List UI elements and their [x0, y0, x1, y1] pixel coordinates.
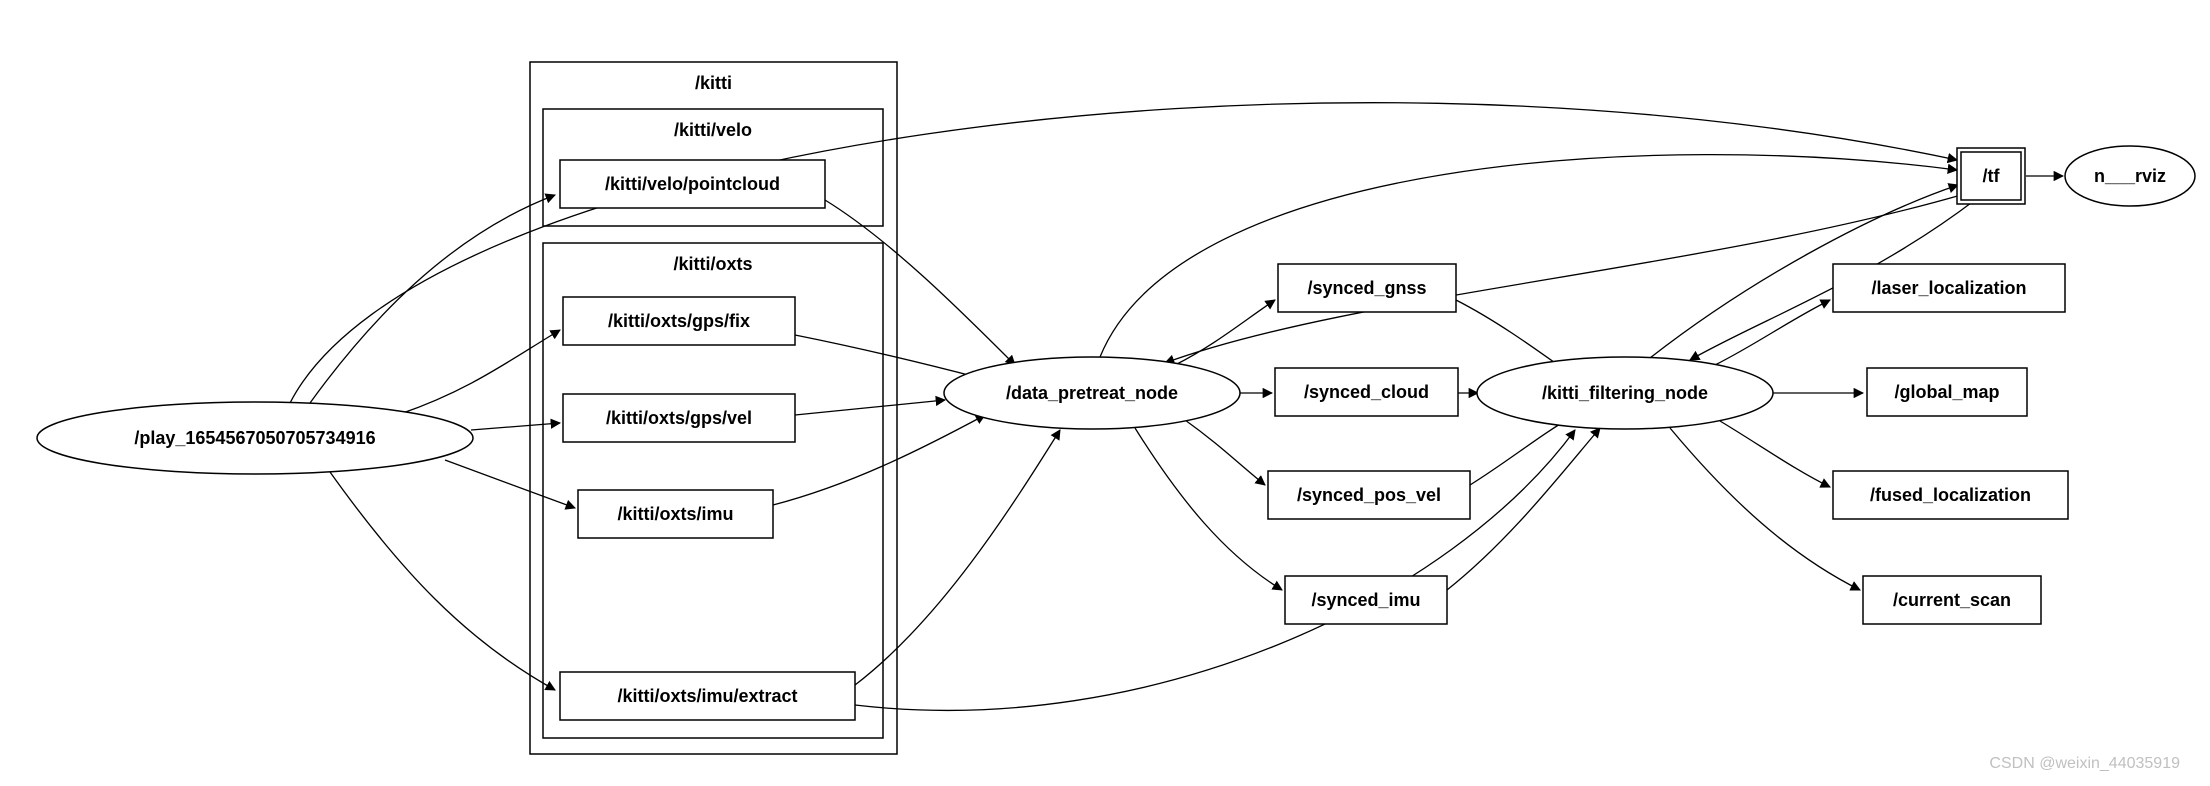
edge-gps_fix-dpn [795, 335, 980, 378]
topic-label-s_posvel: /synced_pos_vel [1297, 485, 1441, 505]
topic-label-s_cloud: /synced_cloud [1304, 382, 1429, 402]
topic-label-tf: /tf [1983, 166, 2001, 186]
edge-gps_vel-dpn [795, 400, 945, 415]
topic-label-imu_ext: /kitti/oxts/imu/extract [617, 686, 797, 706]
topic-label-imu: /kitti/oxts/imu [617, 504, 733, 524]
topic-label-globalmap: /global_map [1894, 382, 1999, 402]
edge-imu_ext-dpn [855, 430, 1060, 685]
edge-pointcloud-dpn [825, 200, 1015, 365]
topic-label-cur_scan: /current_scan [1893, 590, 2011, 610]
topic-label-pointcloud: /kitti/velo/pointcloud [605, 174, 780, 194]
edge-dpn-s_imu [1135, 428, 1282, 590]
watermark: CSDN @weixin_44035919 [1989, 755, 2180, 772]
edge-kfn-laser_loc [1715, 300, 1830, 365]
ros-graph: /kitti/kitti/velo/kitti/oxts/kitti/velo/… [0, 0, 2210, 786]
edge-kfn-fused_loc [1720, 421, 1830, 487]
topic-label-s_imu: /synced_imu [1311, 590, 1420, 610]
topic-label-gps_vel: /kitti/oxts/gps/vel [606, 408, 752, 428]
node-label-rviz: n___rviz [2094, 166, 2166, 186]
node-label-play: /play_1654567050705734916 [134, 428, 375, 448]
group-label-kitti: /kitti [695, 73, 732, 93]
edge-dpn-s_posvel [1185, 420, 1265, 485]
topic-label-s_gnss: /synced_gnss [1307, 278, 1426, 298]
topic-label-fused_loc: /fused_localization [1870, 485, 2031, 505]
edge-play-imu_ext [330, 472, 555, 690]
edge-imu-dpn [773, 415, 985, 505]
edge-kfn-cur_scan [1670, 428, 1860, 590]
edge-dpn-s_gnss [1175, 300, 1275, 365]
edge-play-imu [445, 460, 575, 508]
group-label-kitti_velo: /kitti/velo [674, 120, 752, 140]
edge-s_gnss-kfn [1456, 300, 1565, 370]
edge-play-pointcloud [310, 195, 555, 403]
topic-label-laser_loc: /laser_localization [1871, 278, 2026, 298]
group-label-kitti_oxts: /kitti/oxts [673, 254, 752, 274]
edge-play-gps_vel [471, 423, 560, 430]
edge-dpn-tf [1100, 155, 1957, 357]
node-label-kfn: /kitti_filtering_node [1542, 383, 1708, 403]
topic-label-gps_fix: /kitti/oxts/gps/fix [608, 311, 750, 331]
edge-play-gps_fix [400, 330, 560, 414]
node-label-dpn: /data_pretreat_node [1006, 383, 1178, 403]
